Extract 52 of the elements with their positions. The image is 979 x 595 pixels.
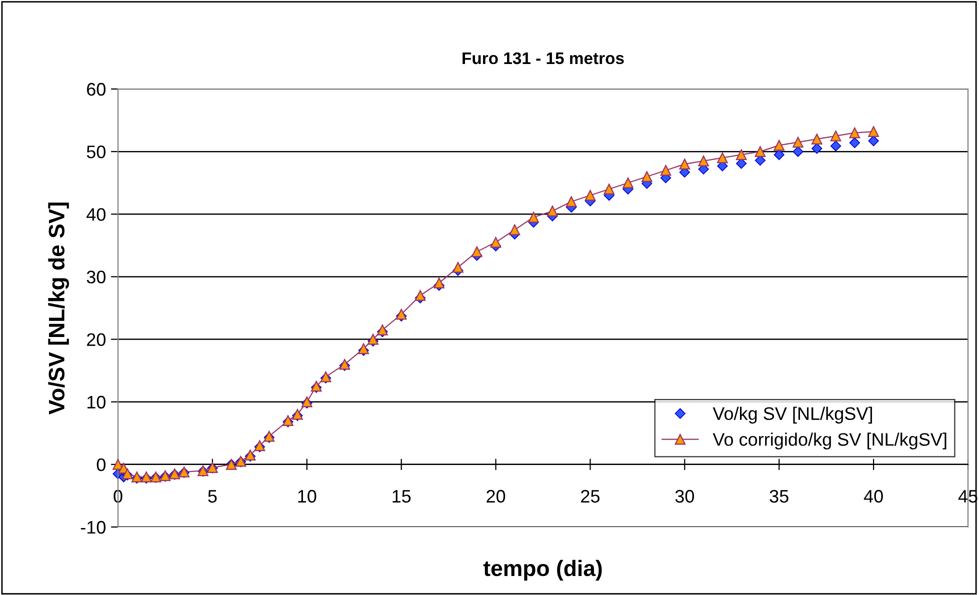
point	[830, 130, 842, 142]
point	[812, 143, 822, 154]
point	[754, 146, 766, 157]
chart-title: Furo 131 - 15 metros	[462, 52, 624, 64]
x-tick-label: 10	[298, 490, 316, 503]
point	[452, 262, 464, 273]
point	[698, 156, 709, 166]
legend-label: Vo corrigido/kg SV [NL/kgSV]	[712, 432, 946, 450]
y-tick-label: 10	[87, 396, 106, 409]
point	[717, 152, 728, 164]
point	[774, 149, 784, 160]
point	[547, 206, 558, 216]
x-tick-label: 20	[486, 490, 506, 503]
point	[414, 290, 426, 301]
point	[604, 184, 615, 195]
y-tick-label: 0	[96, 458, 106, 472]
y-tick-label: 40	[86, 208, 106, 221]
point	[660, 164, 672, 176]
point	[434, 278, 445, 288]
point	[566, 196, 577, 208]
point	[641, 171, 652, 182]
point	[679, 158, 690, 170]
point	[736, 149, 747, 160]
x-tick-label: 25	[581, 490, 600, 503]
x-tick-label: 15	[392, 490, 411, 503]
point	[849, 137, 860, 148]
point	[509, 224, 520, 236]
x-tick-label: 5	[208, 490, 217, 503]
point	[622, 177, 634, 188]
point	[490, 236, 502, 248]
y-tick-label: 30	[86, 270, 106, 284]
x-tick-label: 35	[770, 490, 788, 503]
point	[584, 190, 596, 201]
point	[471, 246, 482, 258]
x-tick-label: 30	[675, 490, 694, 503]
point	[792, 146, 804, 157]
y-axis-title: Vo/SV [NL/kg de SV]	[48, 202, 69, 414]
point	[868, 136, 879, 146]
point	[849, 127, 860, 138]
point	[868, 126, 879, 137]
y-tick-label: 50	[86, 146, 106, 158]
point	[830, 140, 842, 152]
x-axis-title: tempo (dia)	[483, 560, 602, 581]
point	[774, 140, 785, 151]
x-tick-label: 40	[864, 490, 883, 503]
y-tick-label: -10	[80, 520, 106, 534]
point	[528, 212, 539, 223]
point	[792, 136, 804, 148]
point	[811, 134, 822, 144]
y-tick-label: 20	[87, 333, 106, 346]
legend-label: Vo/kg SV [NL/kgSV]	[712, 406, 872, 424]
y-tick-label: 60	[87, 82, 106, 96]
